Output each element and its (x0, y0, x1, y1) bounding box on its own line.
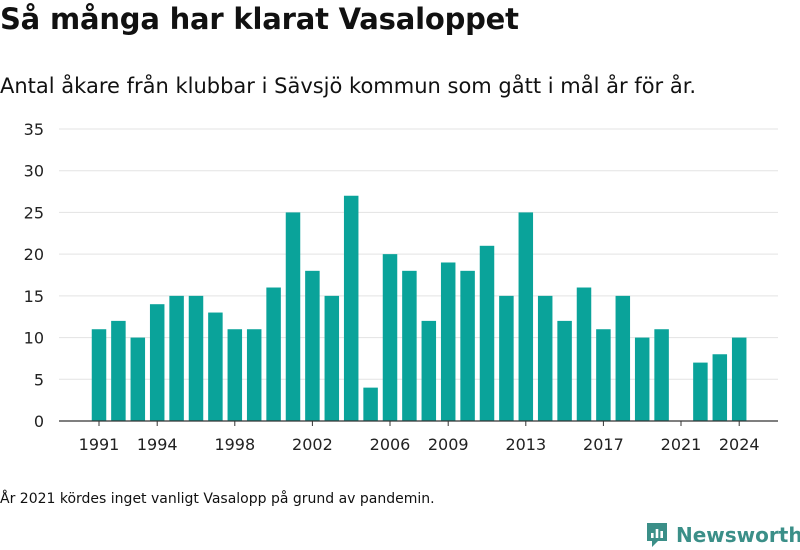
bar-2018[interactable] (615, 295, 631, 421)
bar-1998[interactable] (227, 329, 243, 421)
y-tick-label: 25 (24, 203, 44, 222)
bar-2012[interactable] (499, 295, 514, 421)
bar-2007[interactable] (402, 270, 417, 421)
bar-2009[interactable] (440, 262, 456, 421)
bar-2006[interactable] (382, 254, 398, 421)
x-tick-label: 2002 (292, 435, 333, 454)
y-tick-label: 10 (24, 329, 44, 348)
bar-1991[interactable] (91, 329, 107, 421)
bar-1993[interactable] (130, 337, 146, 421)
bar-2013[interactable] (518, 212, 534, 421)
newsworthy-logo[interactable]: Newsworthy (645, 520, 800, 550)
bar-1997[interactable] (208, 312, 223, 421)
y-tick-label: 15 (24, 287, 44, 306)
x-tick-label: 2017 (583, 435, 624, 454)
bar-1999[interactable] (246, 329, 262, 421)
brand-name: Newsworthy (676, 523, 800, 547)
bar-2023[interactable] (712, 354, 728, 421)
bar-2024[interactable] (731, 337, 747, 421)
y-tick-label: 0 (34, 412, 44, 431)
bar-2003[interactable] (324, 295, 340, 421)
y-tick-label: 20 (24, 245, 44, 264)
y-tick-label: 30 (24, 162, 44, 181)
bar-2020[interactable] (654, 329, 669, 421)
bar-1994[interactable] (149, 304, 165, 421)
chart-title: Så många har klarat Vasaloppet (0, 2, 519, 36)
chart-subtitle: Antal åkare från klubbar i Sävsjö kommun… (0, 74, 697, 98)
bar-1996[interactable] (188, 295, 204, 421)
bar-2010[interactable] (460, 270, 475, 421)
bar-2002[interactable] (305, 270, 320, 421)
bar-2016[interactable] (576, 287, 592, 421)
bar-2001[interactable] (285, 212, 301, 421)
x-tick-label: 2024 (719, 435, 760, 454)
footnote: År 2021 kördes inget vanligt Vasalopp på… (0, 491, 435, 507)
x-tick-label: 1998 (214, 435, 255, 454)
bar-2008[interactable] (421, 320, 437, 421)
bar-2000[interactable] (266, 287, 281, 421)
x-tick-label: 2009 (428, 435, 469, 454)
bar-2005[interactable] (363, 387, 378, 421)
bars (91, 195, 747, 421)
x-tick-label: 2021 (661, 435, 702, 454)
bar-2019[interactable] (634, 337, 650, 421)
bar-2015[interactable] (557, 320, 572, 421)
y-tick-label: 35 (24, 120, 44, 139)
bar-1992[interactable] (111, 320, 126, 421)
y-tick-label: 5 (34, 370, 44, 389)
y-axis-ticks: 0 5 10 15 20 25 30 35 (24, 120, 44, 431)
bar-2004[interactable] (343, 195, 359, 421)
bar-2011[interactable] (479, 245, 495, 421)
x-tick-label: 1994 (137, 435, 178, 454)
bar-2017[interactable] (596, 329, 611, 421)
x-tick-label: 2013 (505, 435, 546, 454)
newsworthy-icon (647, 523, 667, 547)
bar-1995[interactable] (169, 295, 184, 421)
bar-2022[interactable] (693, 362, 708, 421)
x-tick-label: 2006 (370, 435, 411, 454)
bar-2014[interactable] (537, 295, 553, 421)
gridlines (59, 128, 778, 380)
x-tick-label: 1991 (79, 435, 120, 454)
x-axis-ticks: 1991 1994 1998 2002 2006 2009 2013 2017 2021 2024 (79, 421, 760, 454)
